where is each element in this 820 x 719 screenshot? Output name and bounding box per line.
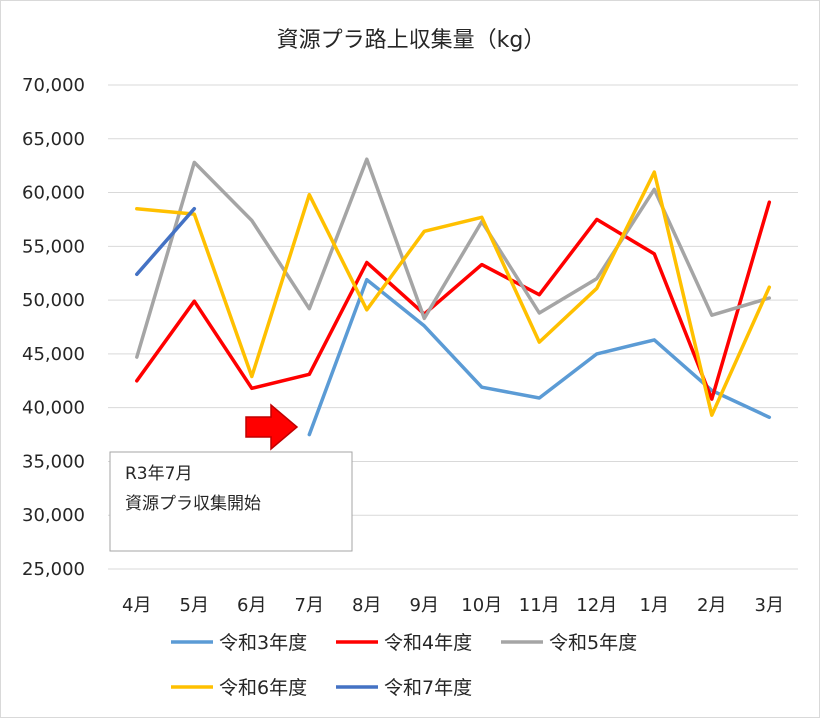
- x-tick-label: 3月: [755, 595, 784, 616]
- x-tick-label: 8月: [352, 595, 381, 616]
- annotation-line-2: 資源プラ収集開始: [125, 494, 261, 514]
- x-axis-ticks: 4月 5月 6月 7月 8月 9月 10月 11月 12月 1月 2月 3月: [122, 595, 784, 616]
- legend-label: 令和4年度: [384, 632, 472, 654]
- legend-label: 令和5年度: [549, 632, 637, 654]
- x-tick-label: 4月: [122, 595, 151, 616]
- annotation: R3年7月 資源プラ収集開始: [109, 403, 353, 552]
- series-line-5: [135, 206, 197, 277]
- series-line-4: [135, 170, 772, 417]
- x-tick-label: 12月: [576, 595, 617, 616]
- y-tick-label: 70,000: [22, 75, 85, 96]
- annotation-line-1: R3年7月: [125, 464, 192, 484]
- x-tick-label: 1月: [640, 595, 669, 616]
- legend-label: 令和7年度: [384, 677, 472, 699]
- x-tick-label: 2月: [697, 595, 726, 616]
- x-tick-label: 6月: [237, 595, 266, 616]
- series-line-1: [307, 277, 772, 437]
- x-tick-label: 11月: [519, 595, 560, 616]
- y-tick-label: 60,000: [22, 183, 85, 204]
- y-tick-label: 65,000: [22, 129, 85, 150]
- y-tick-label: 50,000: [22, 290, 85, 311]
- y-tick-label: 25,000: [22, 559, 85, 580]
- x-tick-label: 5月: [180, 595, 209, 616]
- legend-label: 令和3年度: [219, 632, 307, 654]
- y-tick-label: 30,000: [22, 505, 85, 526]
- chart-title: 資源プラ路上収集量（kg）: [277, 28, 546, 53]
- legend-label: 令和6年度: [219, 677, 307, 699]
- y-axis-ticks: 25,000 30,000 35,000 40,000 45,000 50,000 55,0…: [22, 75, 85, 580]
- annotation-box: [109, 451, 353, 552]
- y-tick-label: 40,000: [22, 398, 85, 419]
- y-tick-label: 35,000: [22, 451, 85, 472]
- red-arrow-icon: [245, 403, 299, 451]
- y-tick-label: 45,000: [22, 344, 85, 365]
- x-tick-label: 10月: [461, 595, 502, 616]
- series-line-2: [135, 200, 772, 401]
- x-tick-label: 7月: [295, 595, 324, 616]
- x-tick-label: 9月: [410, 595, 439, 616]
- series-lines: [135, 157, 772, 437]
- y-tick-label: 55,000: [22, 236, 85, 257]
